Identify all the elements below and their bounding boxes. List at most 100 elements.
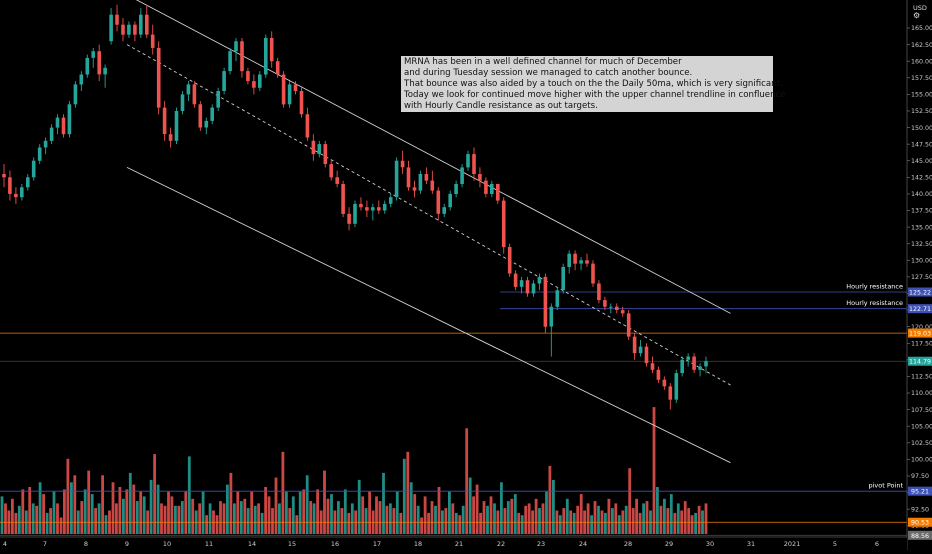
candle-body: [406, 167, 411, 188]
candle-body: [686, 356, 690, 360]
volume-bar: [226, 484, 229, 534]
y-tick-label: 127.50: [911, 274, 932, 281]
candle-body: [91, 51, 95, 58]
price-tag-box: [908, 328, 932, 338]
level-label: Hourly resistance: [846, 283, 903, 291]
candle-body: [412, 187, 417, 191]
candle-body: [448, 193, 452, 208]
candle-body: [615, 306, 619, 310]
volume-bar: [604, 512, 607, 535]
x-tick-label: 28: [624, 540, 632, 548]
volume-bar: [565, 498, 569, 535]
volume-bar: [628, 468, 632, 534]
price-tag-text: 90.53: [911, 520, 929, 527]
volume-bar: [482, 501, 486, 534]
annotation-line: MRNA has been in a well defined channel …: [404, 57, 682, 67]
volume-bar: [312, 503, 316, 534]
volume-bar: [156, 484, 160, 534]
volume-bar: [281, 451, 285, 535]
y-tick-label: 107.50: [911, 407, 932, 414]
volume-bar: [552, 479, 555, 534]
volume-bar: [652, 407, 656, 534]
x-tick-label: 21: [455, 540, 463, 548]
volume-bar: [524, 505, 528, 534]
volume-bar: [302, 489, 306, 534]
annotation-line: That bounce was also aided by a touch on…: [404, 79, 783, 89]
candle-body: [371, 207, 375, 211]
volume-bar: [659, 505, 663, 534]
volume-bar: [97, 503, 101, 534]
candle-body: [79, 74, 84, 85]
volume-bar: [513, 494, 517, 535]
volume-bar: [642, 503, 645, 534]
volume-bar: [160, 503, 163, 534]
candle-body: [382, 203, 387, 211]
annotation-line: Today we look for continued move higher …: [404, 90, 786, 100]
candle-body: [55, 117, 60, 128]
annotation-box[interactable]: MRNA has been in a well defined channel …: [401, 56, 786, 112]
volume-bar: [454, 512, 458, 535]
volume-bar: [11, 498, 14, 535]
candle-body: [549, 306, 554, 327]
candle-body: [293, 84, 298, 91]
volume-bar: [364, 508, 368, 534]
volume-bar: [49, 508, 52, 534]
volume-bar: [687, 508, 691, 534]
volume-bar: [205, 515, 208, 534]
candle-body: [234, 41, 238, 52]
volume-bar: [340, 508, 344, 534]
volume-bar: [267, 496, 271, 534]
candle-body: [216, 91, 220, 108]
price-tag-text: 95.21: [911, 489, 929, 496]
gear-icon[interactable]: ⚙: [913, 11, 921, 20]
volume-bar: [42, 494, 45, 535]
candle-body: [150, 34, 155, 48]
volume-bar: [420, 517, 423, 534]
volume-bar: [597, 505, 600, 534]
volume-bar: [656, 487, 659, 534]
volume-bar: [101, 475, 104, 535]
volume-bar: [180, 501, 184, 534]
candle-body: [507, 247, 512, 274]
candle-body: [162, 107, 167, 135]
candle-body: [585, 260, 589, 264]
volume-bar: [468, 477, 472, 534]
volume-bar: [31, 503, 35, 534]
candle-body: [67, 104, 72, 135]
candle-body: [85, 57, 90, 75]
candle-body: [478, 174, 482, 181]
y-tick-label: 132.50: [911, 241, 932, 248]
volume-bar: [562, 508, 566, 534]
volume-bar: [111, 482, 115, 534]
candle-body: [2, 174, 6, 178]
candle-body: [305, 114, 310, 138]
candle-body: [555, 290, 560, 307]
volume-bar: [510, 498, 514, 535]
volume-bar: [4, 503, 7, 534]
candle-body: [139, 14, 143, 35]
volume-bar: [385, 505, 389, 534]
volume-bar: [611, 508, 614, 534]
volume-bar: [257, 503, 260, 534]
candle-body: [430, 180, 435, 191]
volume-bar: [545, 491, 548, 534]
candle-body: [579, 260, 583, 264]
volume-bar: [87, 470, 91, 535]
y-tick-label: 102.50: [911, 440, 932, 447]
volume-bar: [617, 515, 621, 534]
candle-body: [597, 283, 601, 301]
candle-body: [347, 213, 351, 224]
volume-bar: [423, 496, 427, 534]
volume-bar: [458, 515, 462, 534]
volume-bar: [697, 505, 701, 534]
candle-body: [127, 24, 131, 35]
candle-body: [335, 177, 339, 184]
volume-bar: [229, 472, 233, 534]
candle-body: [168, 134, 173, 141]
volume-bar: [52, 491, 56, 534]
volume-bar: [104, 515, 108, 534]
candle-body: [662, 379, 667, 387]
candle-body: [704, 361, 708, 367]
volume-bar: [174, 505, 177, 534]
